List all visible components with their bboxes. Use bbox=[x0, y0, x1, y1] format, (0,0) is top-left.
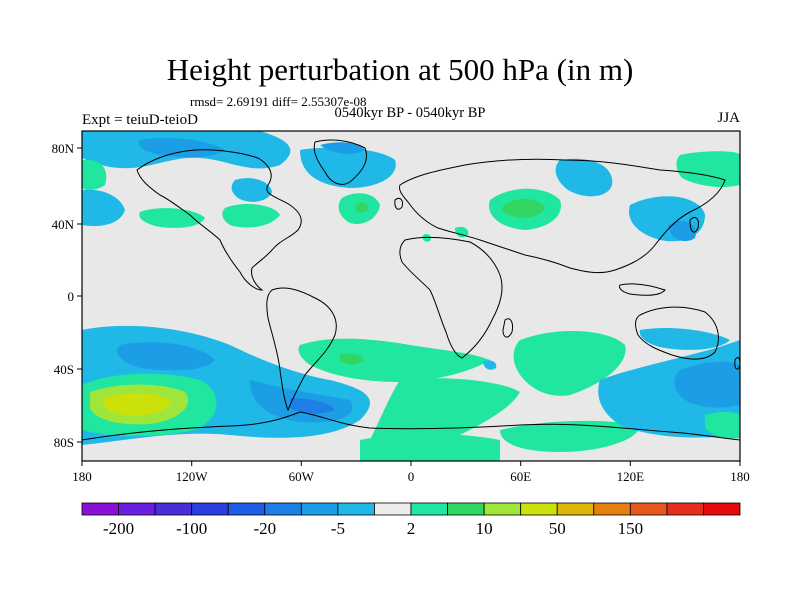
colorbar bbox=[81, 502, 741, 516]
colorbar-swatch bbox=[337, 502, 375, 516]
coast-uk bbox=[394, 197, 403, 210]
lon-tick-label: 180 bbox=[730, 469, 750, 484]
contour-neg-southern-core bbox=[116, 342, 215, 371]
lon-tick-label: 0 bbox=[408, 469, 415, 484]
coastlines bbox=[82, 139, 740, 441]
contour-neg-australia bbox=[639, 328, 730, 350]
colorbar-label: -100 bbox=[176, 519, 207, 538]
lat-tick-label: 40N bbox=[52, 217, 75, 232]
colorbar-label: 10 bbox=[476, 519, 493, 538]
lon-tick-label: 120W bbox=[176, 469, 209, 484]
contour-pos-atlantic-core bbox=[355, 202, 369, 213]
colorbar-swatch bbox=[629, 502, 668, 516]
lon-tick-label: 60W bbox=[289, 469, 315, 484]
season-label: JJA bbox=[717, 110, 740, 126]
contour-neg-arctic-west-core bbox=[138, 138, 225, 158]
coast-madagascar bbox=[502, 318, 513, 338]
contour-neg-canada-north bbox=[320, 142, 365, 155]
coast-new-zealand bbox=[734, 357, 740, 370]
contour-neg-east bbox=[668, 220, 696, 242]
contour-neg-indian-blob bbox=[483, 360, 497, 370]
experiment-label: Expt = teiuD-teioD bbox=[82, 112, 198, 128]
colorbar-swatch bbox=[118, 502, 156, 516]
contour-pos-canada bbox=[139, 208, 205, 228]
contour-neg-pacific-dateline bbox=[82, 189, 125, 227]
coast-japan bbox=[689, 217, 699, 233]
contour-pos-antarctic-central bbox=[360, 434, 500, 461]
coast-africa bbox=[399, 236, 503, 359]
lat-tick-label: 40S bbox=[54, 362, 74, 377]
colorbar-swatch bbox=[81, 502, 119, 516]
contour-pos-asia-core bbox=[502, 198, 545, 218]
contour-neg-canada bbox=[231, 178, 272, 202]
coast-antarctica bbox=[82, 411, 740, 441]
contour-pos-south-pacific-core bbox=[103, 393, 172, 416]
colorbar-label: 50 bbox=[549, 519, 566, 538]
colorbar-swatch bbox=[520, 502, 558, 516]
contour-neg-indian-east-core bbox=[674, 361, 740, 408]
colorbar-swatch bbox=[483, 502, 522, 516]
coast-australia bbox=[635, 306, 719, 360]
lat-tick-label: 80N bbox=[52, 141, 75, 156]
chart-title: Height perturbation at 500 hPa (in m) bbox=[166, 52, 634, 87]
colorbar-label: -20 bbox=[253, 519, 276, 538]
colorbar-swatch bbox=[703, 502, 741, 516]
lon-tick-label: 60E bbox=[510, 469, 531, 484]
stats-line: rmsd= 2.69191 diff= 2.55307e-08 bbox=[190, 94, 367, 109]
longitude-axis: 180 120W 60W 0 60E 120E 180 bbox=[72, 461, 750, 484]
colorbar-label: -5 bbox=[331, 519, 345, 538]
colorbar-swatch bbox=[447, 502, 485, 516]
lat-tick-label: 80S bbox=[54, 435, 74, 450]
colorbar-swatch bbox=[593, 502, 631, 516]
colorbar-swatch bbox=[300, 502, 339, 516]
contour-neg-drake-core bbox=[290, 398, 335, 414]
lat-tick-label: 0 bbox=[68, 289, 75, 304]
contour-pos-namerica bbox=[222, 204, 280, 228]
lon-tick-label: 180 bbox=[72, 469, 92, 484]
colorbar-swatch bbox=[556, 502, 595, 516]
contour-neg-siberia bbox=[555, 158, 613, 197]
colorbar-label: 150 bbox=[618, 519, 644, 538]
colorbar-label: -200 bbox=[103, 519, 134, 538]
contour-pos-south-atlantic bbox=[298, 338, 490, 382]
coast-south-america bbox=[266, 287, 337, 412]
coast-europe-asia bbox=[399, 158, 726, 274]
colorbar-swatch bbox=[666, 502, 704, 516]
colorbar-swatch bbox=[191, 502, 229, 516]
colorbar-swatch bbox=[410, 502, 448, 516]
coast-greenland bbox=[313, 139, 367, 185]
subtitle: 0540kyr BP - 0540kyr BP bbox=[334, 105, 486, 121]
colorbar-swatch bbox=[227, 502, 266, 516]
contour-pos-mediterranean bbox=[455, 226, 469, 238]
coast-indonesia bbox=[619, 283, 666, 296]
contour-pos-south-atlantic-core bbox=[340, 353, 364, 365]
anomaly-contours bbox=[82, 131, 740, 461]
coast-north-america bbox=[136, 149, 302, 291]
colorbar-swatch bbox=[374, 502, 412, 516]
lon-tick-label: 120E bbox=[617, 469, 645, 484]
colorbar-swatch bbox=[264, 502, 302, 516]
colorbar-labels: -200 -100 -20 -5 2 10 50 150 bbox=[103, 519, 643, 538]
colorbar-swatch bbox=[154, 502, 193, 516]
contour-pos-south-indian bbox=[513, 330, 626, 396]
contour-pos-pacific-nw bbox=[82, 159, 107, 190]
contour-neg-greenland bbox=[300, 147, 396, 188]
latitude-axis: 80N 40N 0 40S 80S bbox=[52, 141, 82, 450]
contour-pos-arctic-east bbox=[676, 151, 740, 188]
colorbar-label: 2 bbox=[407, 519, 416, 538]
contour-pos-southern-ring-east bbox=[500, 420, 640, 452]
contour-pos-antarctic-east bbox=[705, 411, 740, 439]
